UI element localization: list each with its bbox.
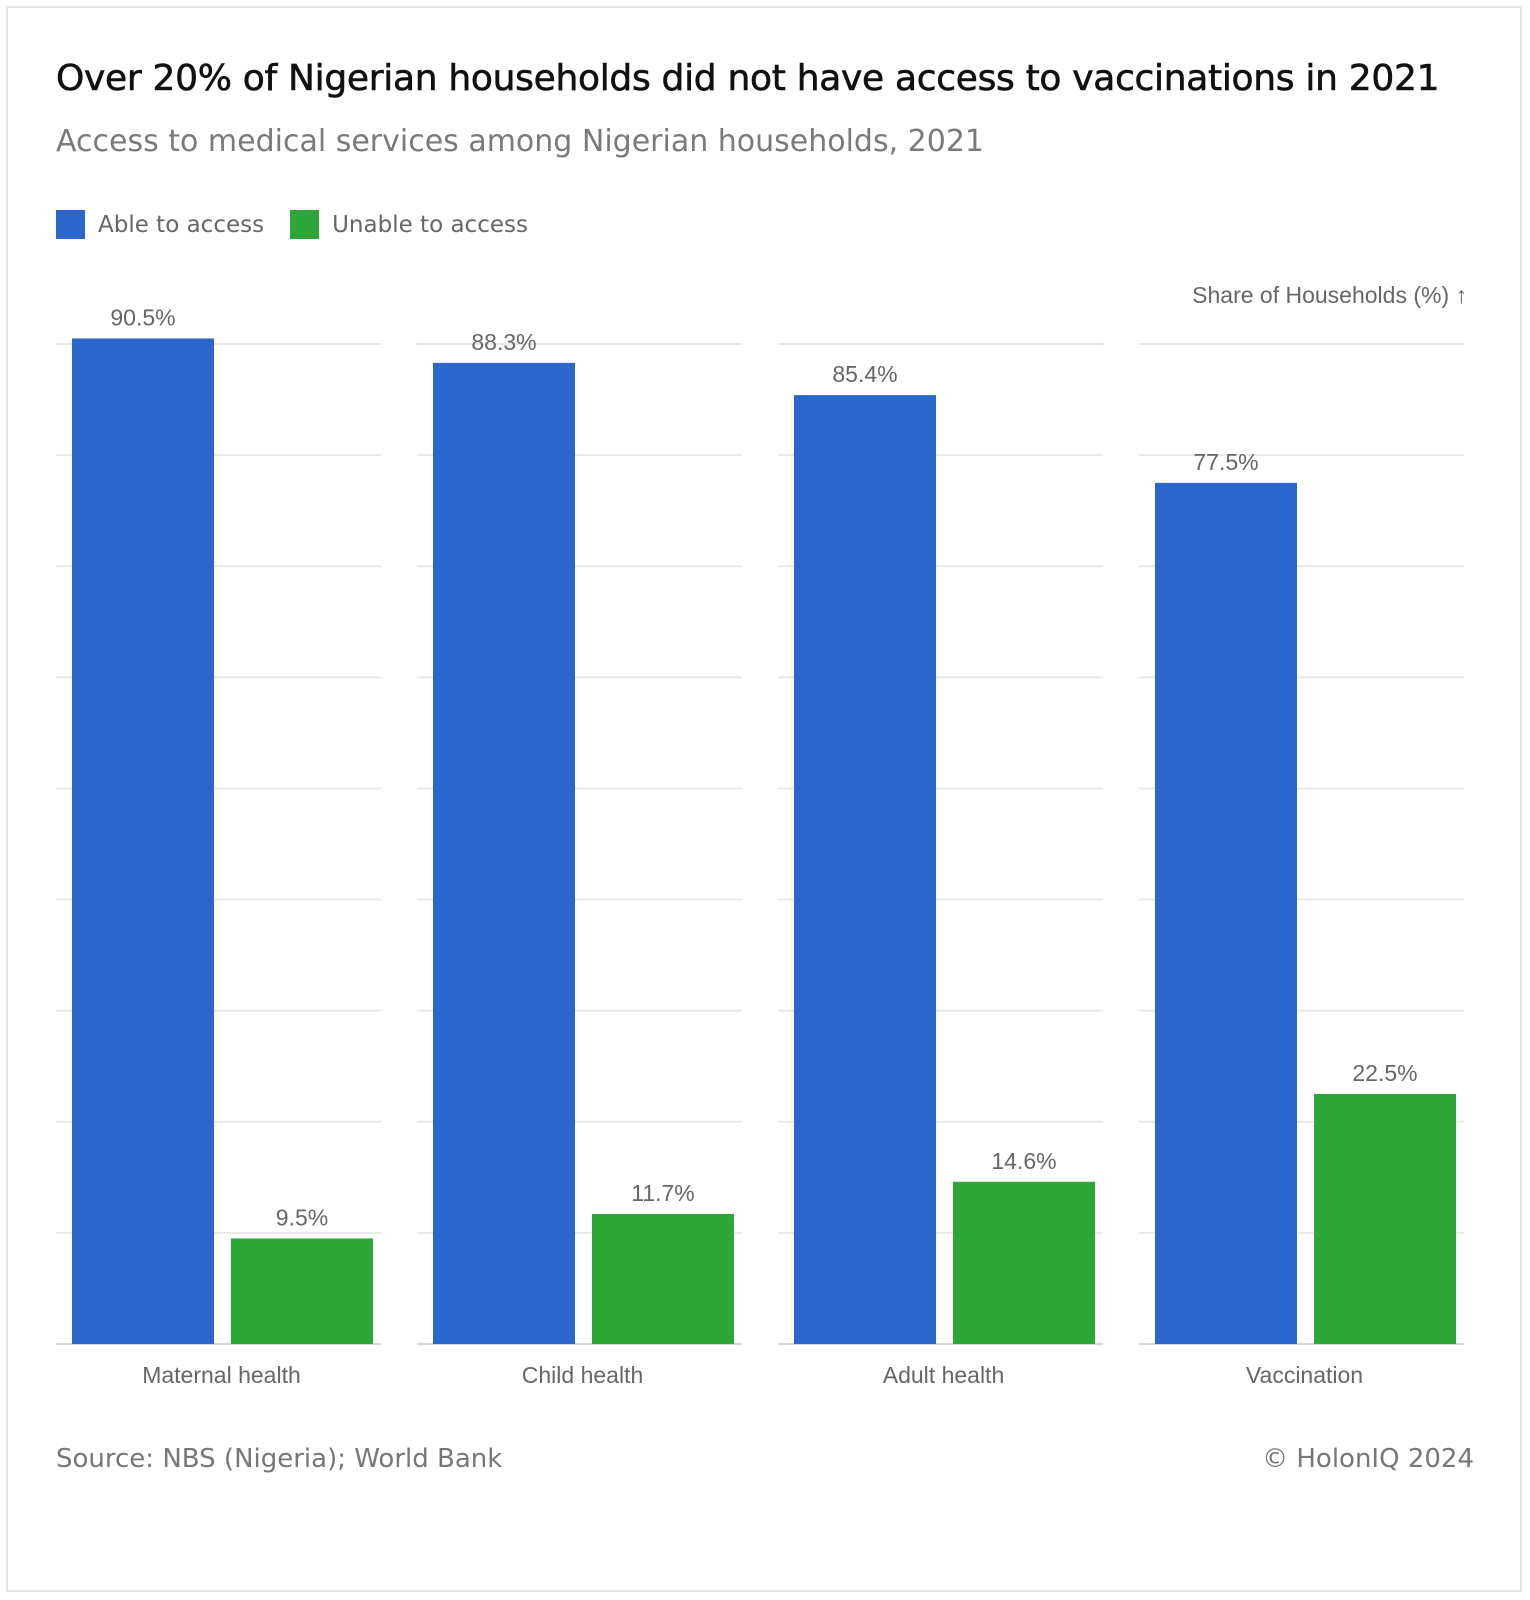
x-tick-label: Vaccination <box>1246 1362 1363 1388</box>
bar-able-adult-health <box>794 395 936 1345</box>
chart-title: Over 20% of Nigerian households did not … <box>56 58 1440 100</box>
copyright-note: © HolonIQ 2024 <box>1262 1444 1474 1474</box>
chart-subtitle: Access to medical services among Nigeria… <box>56 124 985 159</box>
data-label-able-vaccination: 77.5% <box>1193 449 1258 475</box>
bar-unable-maternal-health <box>231 1238 373 1344</box>
data-label-able-maternal-health: 90.5% <box>110 304 175 330</box>
bar-chart: 90.5%9.5%88.3%11.7%85.4%14.6%77.5%22.5% … <box>56 282 1467 1388</box>
data-label-able-adult-health: 85.4% <box>832 361 897 387</box>
legend-label-unable: Unable to access <box>332 211 528 238</box>
bars <box>72 338 1456 1345</box>
data-label-able-child-health: 88.3% <box>471 329 536 355</box>
data-label-unable-child-health: 11.7% <box>631 1180 695 1206</box>
x-axis-labels: Maternal health Child health Adult health V… <box>142 1362 1363 1388</box>
legend-swatch-able <box>56 210 85 239</box>
x-tick-label: Child health <box>522 1362 643 1388</box>
legend-swatch-unable <box>290 210 320 239</box>
bar-unable-child-health <box>592 1214 734 1344</box>
legend-item-able[interactable]: Able to access <box>56 210 264 239</box>
legend-label-able: Able to access <box>98 211 265 238</box>
data-labels: 90.5% 9.5% 88.3% 11.7% 85.4% 14.6% 77.5% 22.5% <box>110 304 1417 1230</box>
bar-unable-adult-health <box>953 1181 1095 1344</box>
legend-item-unable[interactable]: Unable to access <box>290 210 528 239</box>
data-label-unable-maternal-health: 9.5% <box>276 1204 328 1230</box>
bar-able-maternal-health <box>72 338 214 1344</box>
x-tick-label: Adult health <box>883 1362 1004 1388</box>
x-tick-label: Maternal health <box>142 1362 301 1388</box>
data-label-unable-vaccination: 22.5% <box>1352 1060 1417 1086</box>
bar-able-child-health <box>433 362 575 1344</box>
bar-able-vaccination <box>1155 482 1297 1344</box>
y-axis-label: Share of Households (%) ↑ <box>1192 282 1467 308</box>
legend: Able to access Unable to access <box>56 210 554 239</box>
source-note: Source: NBS (Nigeria); World Bank <box>56 1444 503 1474</box>
data-label-unable-adult-health: 14.6% <box>991 1148 1056 1174</box>
bar-unable-vaccination <box>1314 1094 1456 1344</box>
